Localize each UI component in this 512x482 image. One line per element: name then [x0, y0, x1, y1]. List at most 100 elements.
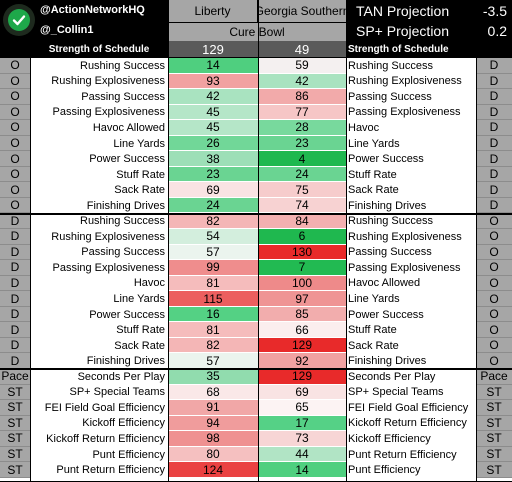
team1-value: 23: [168, 166, 258, 183]
divider-defense-pace: [0, 368, 512, 370]
header-right-block: [346, 0, 512, 57]
team2-value: 42: [258, 73, 346, 90]
team1-value: 80: [168, 446, 258, 463]
row-label-left: Passing Explosiveness: [30, 104, 168, 121]
handle-action-network: @ActionNetworkHQ: [40, 4, 145, 16]
row-label-left: Finishing Drives: [30, 353, 168, 369]
row-label-left: Kickoff Return Efficiency: [30, 431, 168, 447]
tan-projection-label: TAN Projection: [356, 3, 450, 19]
row-label-right: Power Success: [346, 151, 476, 167]
divider-vertical-center: [258, 0, 259, 482]
bowl-name: Cure Bowl: [168, 22, 346, 41]
row-category-right: O: [476, 322, 512, 338]
row-label-left: Passing Success: [30, 89, 168, 105]
row-category-left: D: [0, 322, 30, 338]
action-network-logo: [3, 4, 35, 36]
row-category-left: D: [0, 260, 30, 276]
team1-value: 14: [168, 58, 258, 74]
row-category-right: O: [476, 275, 512, 292]
row-category-right: D: [476, 58, 512, 74]
team1-value: 68: [168, 384, 258, 401]
row-category-left: D: [0, 291, 30, 307]
check-icon: [8, 9, 30, 31]
row-label-right: Stuff Rate: [346, 166, 476, 183]
row-category-left: O: [0, 197, 30, 214]
team2-value: 44: [258, 446, 346, 463]
team2-value: 6: [258, 229, 346, 245]
row-category-right: O: [476, 244, 512, 261]
row-category-left: D: [0, 337, 30, 354]
row-category-right: D: [476, 197, 512, 214]
row-category-left: O: [0, 104, 30, 121]
divider-vertical-left: [30, 57, 31, 482]
team2-value: 23: [258, 135, 346, 152]
team2-value: 97: [258, 291, 346, 307]
row-label-right: Sack Rate: [346, 182, 476, 198]
team2-value: 86: [258, 89, 346, 105]
team1-value: 16: [168, 306, 258, 323]
row-label-left: Kickoff Efficiency: [30, 415, 168, 432]
row-category-right: O: [476, 306, 512, 323]
row-category-left: D: [0, 244, 30, 261]
team2-value: 74: [258, 197, 346, 214]
row-label-left: Stuff Rate: [30, 322, 168, 338]
row-category-left: Pace: [0, 369, 30, 385]
row-label-right: Line Yards: [346, 291, 476, 307]
row-category-left: O: [0, 58, 30, 74]
sp-projection-value: 0.2: [487, 23, 507, 39]
team2-value: 129: [258, 337, 346, 354]
row-label-right: Sack Rate: [346, 337, 476, 354]
row-label-right: Passing Explosiveness: [346, 260, 476, 276]
team1-value: 99: [168, 260, 258, 276]
row-label-right: Punt Return Efficiency: [346, 446, 476, 463]
team1-value: 26: [168, 135, 258, 152]
team2-value: 59: [258, 58, 346, 74]
divider-vertical-right: [476, 57, 477, 482]
row-category-right: D: [476, 166, 512, 183]
row-label-right: Kickoff Return Efficiency: [346, 415, 476, 432]
sp-projection-label: SP+ Projection: [356, 23, 449, 39]
row-category-left: O: [0, 166, 30, 183]
row-category-right: ST: [476, 384, 512, 401]
row-category-left: O: [0, 151, 30, 167]
row-label-left: Seconds Per Play: [30, 369, 168, 385]
row-label-left: FEI Field Goal Efficiency: [30, 400, 168, 416]
team1-header: Liberty: [168, 0, 258, 22]
row-label-left: Power Success: [30, 306, 168, 323]
row-label-left: Rushing Explosiveness: [30, 229, 168, 245]
row-category-right: Pace: [476, 369, 512, 385]
row-label-right: Stuff Rate: [346, 322, 476, 338]
team2-value: 24: [258, 166, 346, 183]
sos-team2: 49: [258, 41, 346, 57]
row-label-right: Punt Efficiency: [346, 462, 476, 478]
team1-value: 94: [168, 415, 258, 432]
row-category-right: O: [476, 353, 512, 369]
row-category-right: ST: [476, 400, 512, 416]
row-category-left: O: [0, 120, 30, 136]
divider-vertical-team2: [346, 0, 347, 482]
row-label-left: SP+ Special Teams: [30, 384, 168, 401]
row-category-right: D: [476, 120, 512, 136]
row-label-left: Havoc Allowed: [30, 120, 168, 136]
row-category-left: ST: [0, 400, 30, 416]
row-category-right: ST: [476, 431, 512, 447]
team1-value: 69: [168, 182, 258, 198]
team1-value: 35: [168, 369, 258, 385]
row-label-left: Rushing Explosiveness: [30, 73, 168, 90]
row-category-right: ST: [476, 446, 512, 463]
row-label-left: Line Yards: [30, 291, 168, 307]
row-label-right: Rushing Success: [346, 213, 476, 230]
team2-value: 28: [258, 120, 346, 136]
row-label-left: Havoc: [30, 275, 168, 292]
row-label-right: Havoc: [346, 120, 476, 136]
row-category-right: O: [476, 260, 512, 276]
row-category-right: D: [476, 135, 512, 152]
row-label-right: Rushing Explosiveness: [346, 73, 476, 90]
row-category-right: ST: [476, 462, 512, 478]
row-label-right: Power Success: [346, 306, 476, 323]
row-label-right: Passing Success: [346, 244, 476, 261]
row-category-right: D: [476, 151, 512, 167]
row-category-right: O: [476, 229, 512, 245]
row-category-left: D: [0, 213, 30, 230]
